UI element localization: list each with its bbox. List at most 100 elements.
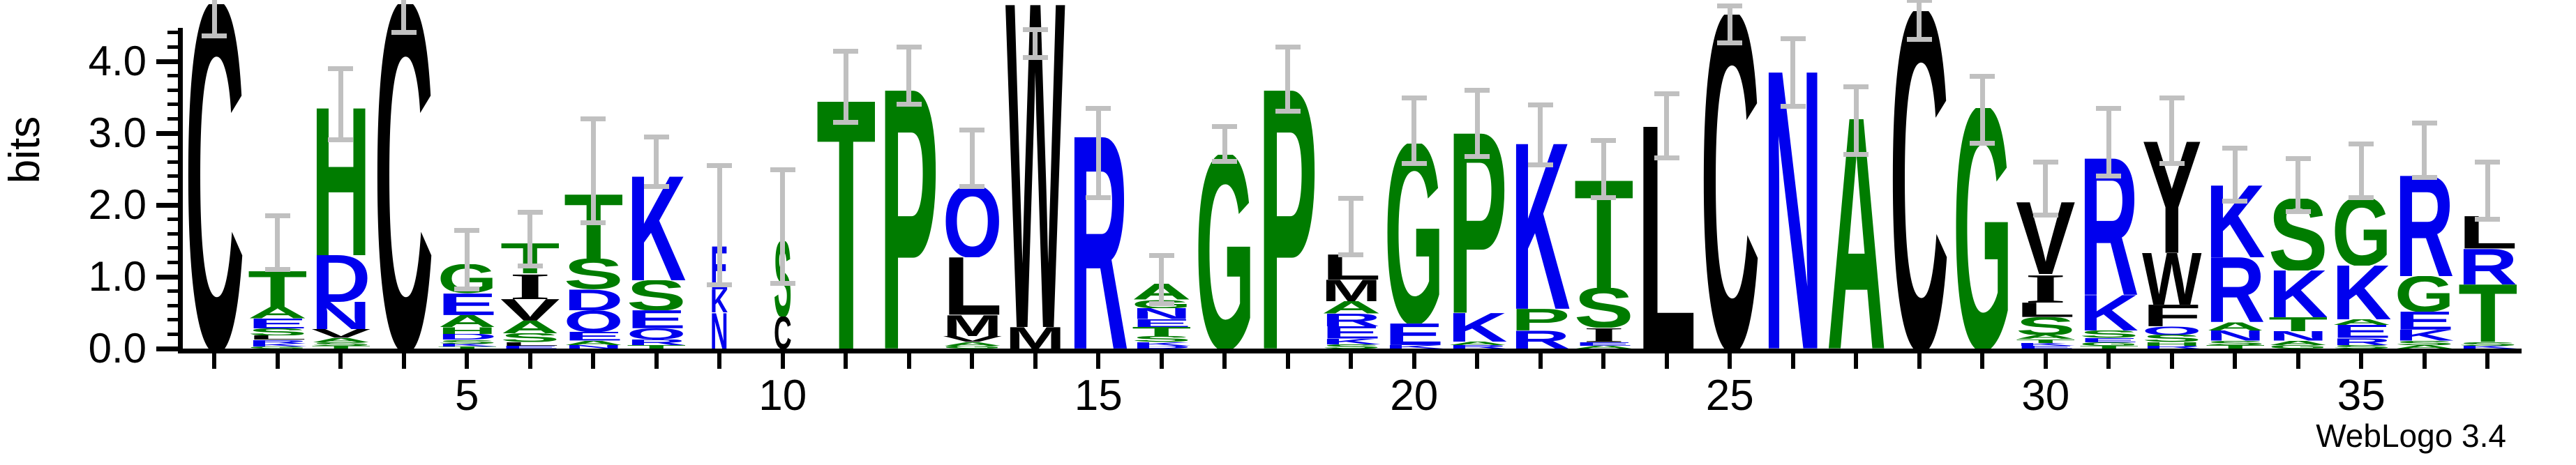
- x-tick: [1728, 353, 1732, 369]
- error-bar: [1917, 0, 1922, 40]
- svg-text:E: E: [2016, 346, 2076, 349]
- error-bar-cap-top: [1338, 195, 1364, 201]
- svg-text:S: S: [2079, 330, 2139, 337]
- error-bar-cap-top: [264, 213, 290, 219]
- svg-text:E: E: [437, 294, 497, 315]
- error-bar-cap-top: [328, 66, 354, 72]
- svg-text:G: G: [2268, 345, 2328, 349]
- svg-text:D: D: [1132, 346, 1192, 349]
- error-bar-cap-top: [1086, 105, 1111, 111]
- error-bar-cap-top: [2222, 145, 2248, 151]
- x-tick: [2296, 353, 2300, 369]
- logo-letter-T: T: [248, 271, 308, 307]
- error-bar-cap-bottom: [2032, 213, 2058, 218]
- error-bar: [2296, 158, 2301, 213]
- error-bar: [1033, 29, 1038, 58]
- svg-text:E: E: [248, 319, 308, 328]
- svg-text:L: L: [2016, 303, 2076, 317]
- error-bar-cap-bottom: [1970, 141, 1995, 146]
- svg-text:L: L: [248, 335, 308, 340]
- logo-letter-G: G: [2332, 197, 2392, 266]
- x-tick: [465, 353, 470, 369]
- svg-text:E: E: [564, 332, 624, 340]
- error-bar: [211, 0, 217, 36]
- x-tick-label: 10: [758, 372, 807, 420]
- svg-text:G: G: [943, 346, 1003, 349]
- error-bar-cap-bottom: [959, 184, 985, 190]
- logo-letter-C: C: [1700, 15, 1760, 349]
- svg-text:V: V: [311, 329, 371, 337]
- y-minor-tick: [167, 246, 183, 250]
- error-bar-cap-bottom: [1338, 252, 1364, 258]
- logo-letter-E: E: [1321, 326, 1381, 339]
- logo-letter-A: A: [1448, 342, 1508, 345]
- error-bar: [338, 68, 343, 141]
- svg-text:C: C: [1889, 11, 1949, 349]
- x-tick-label: 30: [2021, 372, 2070, 420]
- logo-letter-A: A: [248, 307, 308, 318]
- error-bar-cap-bottom: [1401, 161, 1427, 167]
- svg-text:G: G: [1195, 155, 1255, 349]
- svg-text:E: E: [2332, 325, 2392, 338]
- x-tick: [717, 353, 722, 369]
- svg-text:N: N: [564, 345, 624, 349]
- svg-text:R: R: [627, 340, 687, 345]
- error-bar: [1159, 255, 1165, 305]
- svg-text:L: L: [2458, 216, 2518, 248]
- logo-letter-G: G: [2395, 276, 2455, 312]
- logo-letter-D: D: [1132, 346, 1192, 349]
- y-minor-tick: [167, 74, 183, 78]
- logo-letter-L: L: [1637, 126, 1697, 349]
- svg-text:H: H: [2142, 342, 2202, 346]
- x-tick-label: 25: [1705, 372, 1754, 420]
- svg-text:A: A: [1321, 301, 1381, 314]
- error-bar: [590, 119, 596, 223]
- logo-letter-R: R: [2458, 249, 2518, 285]
- logo-letter-T: T: [2206, 345, 2266, 349]
- svg-text:T: T: [2206, 345, 2266, 349]
- logo-letter-S: S: [1132, 336, 1192, 342]
- logo-letter-A: A: [1321, 301, 1381, 314]
- logo-letter-K: K: [2079, 295, 2139, 331]
- svg-text:S: S: [627, 280, 687, 310]
- error-bar: [2232, 147, 2238, 201]
- svg-text:A: A: [2206, 322, 2266, 330]
- weblogo-credit: WebLogo 3.4: [2316, 418, 2506, 454]
- logo-letter-T: T: [2016, 340, 2076, 343]
- logo-letter-C: C: [1889, 11, 1949, 349]
- error-bar-cap-top: [896, 45, 922, 50]
- error-bar-cap-bottom: [2475, 216, 2501, 222]
- svg-text:S: S: [311, 342, 371, 346]
- y-minor-tick: [167, 116, 183, 121]
- error-bar-cap-bottom: [1275, 109, 1301, 114]
- logo-letter-E: E: [1574, 342, 1634, 346]
- svg-text:D: D: [311, 255, 371, 302]
- svg-text:D: D: [564, 289, 624, 311]
- logo-letter-Q: Q: [943, 185, 1003, 257]
- y-major-tick: [156, 131, 183, 136]
- logo-letter-H: H: [437, 327, 497, 334]
- x-tick: [1917, 353, 1922, 369]
- logo-letter-M: M: [943, 315, 1003, 337]
- svg-text:S: S: [500, 333, 560, 342]
- x-tick-label: 15: [1074, 372, 1123, 420]
- error-bar: [2358, 144, 2364, 198]
- error-bar-cap-top: [1780, 36, 1806, 42]
- y-minor-tick: [167, 45, 183, 49]
- error-bar-cap-top: [2032, 160, 2058, 165]
- svg-text:V: V: [500, 299, 560, 321]
- x-tick: [1664, 353, 1669, 369]
- logo-letter-A: A: [1574, 346, 1634, 349]
- logo-letter-S: S: [2079, 330, 2139, 337]
- logo-letter-K: K: [627, 176, 687, 280]
- svg-text:A: A: [2268, 341, 2328, 345]
- logo-letter-R: R: [2332, 338, 2392, 345]
- x-tick: [2106, 353, 2111, 369]
- svg-text:E: E: [2079, 338, 2139, 342]
- logo-letter-I: I: [509, 273, 551, 299]
- x-tick: [212, 353, 217, 369]
- x-tick: [1538, 353, 1543, 369]
- error-bar-cap-top: [707, 163, 733, 169]
- svg-text:V: V: [943, 336, 1003, 342]
- x-tick-label: 35: [2337, 372, 2386, 420]
